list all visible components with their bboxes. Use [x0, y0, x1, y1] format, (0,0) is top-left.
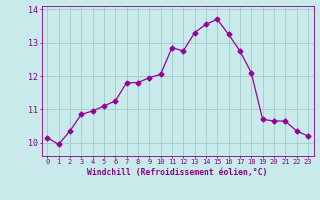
X-axis label: Windchill (Refroidissement éolien,°C): Windchill (Refroidissement éolien,°C) — [87, 168, 268, 177]
